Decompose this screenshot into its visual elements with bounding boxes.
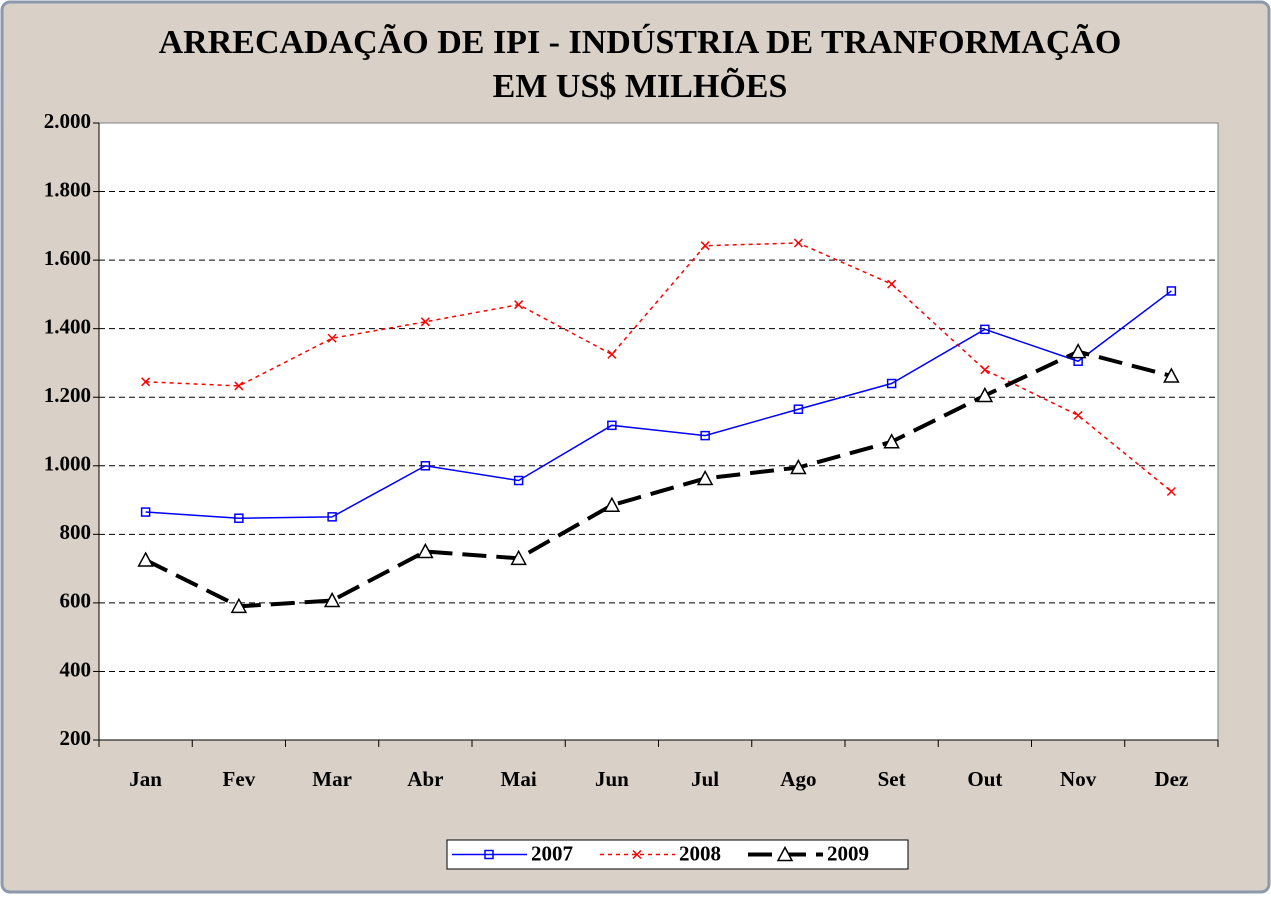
marker bbox=[886, 378, 897, 389]
x-tick-label: Mai bbox=[501, 767, 537, 791]
marker bbox=[137, 551, 154, 567]
marker bbox=[323, 591, 341, 608]
marker bbox=[513, 475, 524, 486]
marker bbox=[607, 420, 617, 431]
x-tick-label: Jun bbox=[595, 767, 629, 791]
x-tick-label: Nov bbox=[1060, 767, 1097, 791]
chart-title: ARRECADAÇÃO DE IPI - INDÚSTRIA DE TRANFO… bbox=[159, 23, 1122, 61]
marker bbox=[980, 365, 990, 375]
x-tick-label: Abr bbox=[407, 767, 443, 791]
legend-marker bbox=[776, 845, 794, 862]
marker bbox=[420, 461, 431, 471]
marker bbox=[790, 458, 807, 475]
y-tick-label: 1.400 bbox=[44, 314, 91, 338]
x-tick-label: Jan bbox=[129, 767, 162, 791]
y-tick-label: 400 bbox=[60, 657, 92, 681]
marker bbox=[327, 333, 337, 343]
legend-marker bbox=[484, 849, 494, 860]
y-tick-label: 1.200 bbox=[44, 383, 91, 407]
marker bbox=[607, 349, 617, 359]
marker bbox=[1069, 343, 1087, 359]
marker bbox=[603, 496, 621, 512]
plot-area bbox=[98, 122, 1219, 741]
marker bbox=[417, 542, 434, 559]
marker bbox=[793, 404, 804, 414]
series-line bbox=[145, 290, 1172, 519]
legend-label: 2008 bbox=[679, 841, 721, 865]
marker bbox=[1073, 410, 1083, 420]
marker bbox=[327, 512, 337, 522]
y-tick-label: 2.000 bbox=[44, 109, 91, 133]
legend-label: 2009 bbox=[827, 841, 869, 865]
x-tick-label: Mar bbox=[312, 767, 352, 791]
marker bbox=[141, 377, 151, 387]
marker bbox=[696, 469, 714, 486]
marker bbox=[887, 279, 897, 289]
x-tick-label: Fev bbox=[223, 767, 256, 791]
marker bbox=[234, 381, 244, 391]
x-tick-label: Out bbox=[967, 767, 1002, 791]
x-tick-label: Ago bbox=[780, 767, 816, 791]
legend-label: 2007 bbox=[531, 841, 573, 865]
legend-marker bbox=[632, 849, 642, 860]
y-tick-label: 1.800 bbox=[44, 177, 91, 201]
x-tick-label: Jul bbox=[691, 767, 719, 791]
y-tick-label: 200 bbox=[60, 726, 92, 750]
marker bbox=[230, 597, 248, 614]
marker bbox=[700, 241, 710, 251]
marker bbox=[234, 513, 244, 523]
y-tick-label: 800 bbox=[60, 520, 92, 544]
x-tick-label: Set bbox=[878, 767, 906, 791]
marker bbox=[976, 386, 994, 403]
series-line bbox=[144, 349, 1172, 609]
marker bbox=[700, 430, 710, 441]
marker bbox=[883, 433, 900, 449]
marker bbox=[514, 300, 524, 310]
y-tick-label: 1.600 bbox=[44, 246, 91, 270]
y-tick-label: 600 bbox=[60, 589, 92, 613]
marker bbox=[510, 549, 527, 566]
chart-subtitle: EM US$ MILHÕES bbox=[493, 67, 788, 105]
marker bbox=[1166, 486, 1176, 497]
x-tick-label: Dez bbox=[1154, 767, 1188, 791]
y-tick-label: 1.000 bbox=[44, 452, 91, 476]
marker bbox=[420, 317, 430, 327]
marker bbox=[793, 238, 803, 248]
marker bbox=[980, 324, 990, 335]
marker bbox=[1166, 286, 1177, 296]
marker bbox=[140, 507, 151, 517]
marker bbox=[1163, 367, 1180, 383]
